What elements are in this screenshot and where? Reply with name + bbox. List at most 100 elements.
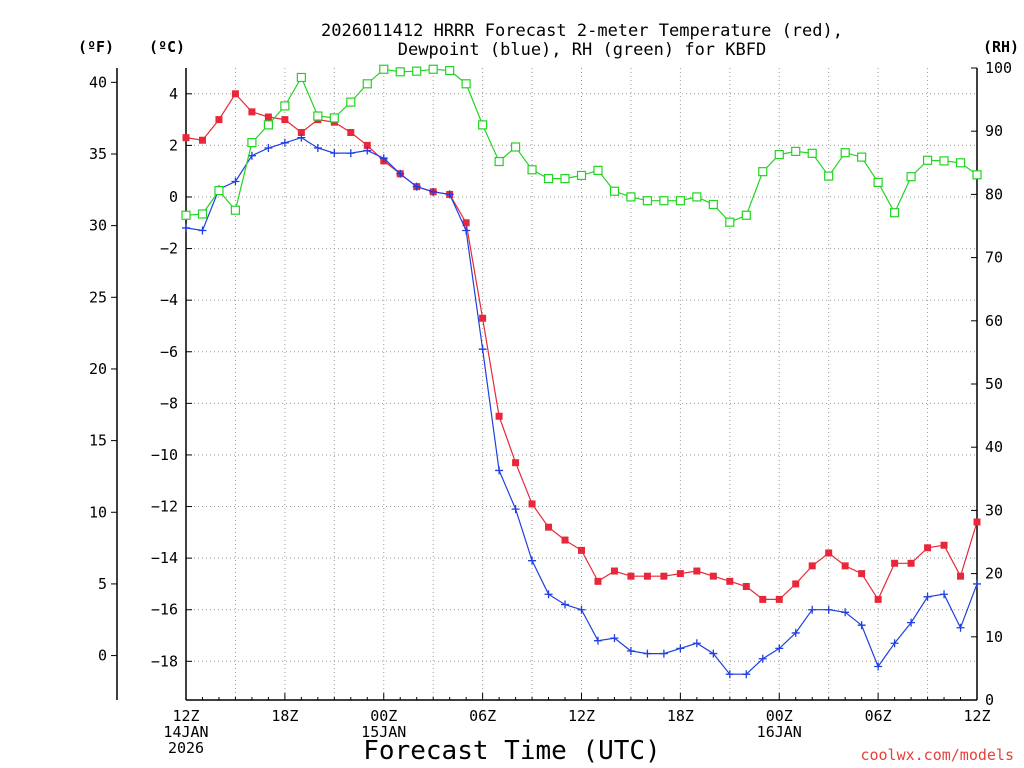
temperature-point — [610, 567, 618, 575]
rh-unit-label: (RH) — [983, 38, 1019, 56]
rh-point — [280, 101, 290, 111]
series-temperature — [182, 90, 981, 603]
dewpoint-point — [758, 654, 767, 663]
rh-point — [758, 167, 768, 177]
dewpoint-point — [857, 621, 866, 630]
dewpoint-point — [495, 466, 504, 475]
temperature-point — [281, 116, 289, 124]
temperature-point — [775, 595, 783, 603]
celsius-tick-label: −4 — [160, 291, 178, 309]
temperature-line — [185, 92, 978, 601]
temperature-point — [363, 141, 371, 149]
time-tick-label: 14JAN — [163, 723, 208, 741]
dewpoint-point — [841, 608, 850, 617]
rh-tick-label: 40 — [985, 438, 1003, 456]
temperature-point — [561, 536, 569, 544]
temperature-point — [545, 523, 553, 531]
rh-point — [890, 208, 900, 218]
rh-point — [741, 210, 751, 220]
rh-tick-label: 50 — [985, 375, 1003, 393]
rh-point — [494, 156, 504, 167]
temperature-point — [759, 595, 767, 603]
dewpoint-point — [890, 639, 899, 648]
x-axis-title: Forecast Time (UTC) — [363, 736, 660, 766]
temperature-point — [891, 559, 899, 567]
rh-point — [412, 66, 422, 76]
fahrenheit-unit-label: (ºF) — [78, 38, 114, 56]
gridlines — [186, 68, 977, 700]
rh-point — [576, 170, 587, 181]
dewpoint-point — [808, 605, 817, 614]
temperature-point — [627, 572, 635, 580]
rh-tick-label: 70 — [985, 249, 1003, 267]
time-tick-label: 00Z — [766, 707, 793, 725]
rh-point — [181, 210, 191, 220]
dewpoint-point — [363, 146, 372, 155]
time-tick-label: 15JAN — [361, 723, 406, 741]
data-series — [181, 64, 982, 679]
dewpoint-point — [907, 618, 916, 627]
temperature-point — [907, 559, 915, 567]
rh-point — [955, 158, 966, 168]
fahrenheit-tick-label: 15 — [89, 432, 107, 450]
rh-tick-label: 60 — [985, 312, 1003, 330]
celsius-tick-label: 0 — [169, 188, 178, 206]
temperature-point — [709, 572, 717, 580]
dewpoint-point — [775, 644, 784, 653]
dewpoint-point — [676, 644, 685, 653]
dewpoint-point — [544, 590, 553, 599]
temperature-point — [693, 567, 701, 575]
dewpoint-point — [593, 636, 602, 645]
temperature-point — [841, 562, 849, 570]
time-tick-label: 06Z — [469, 707, 496, 725]
rh-point — [313, 111, 323, 121]
time-tick-label: 12Z — [172, 707, 199, 725]
dewpoint-point — [330, 149, 339, 158]
celsius-tick-label: −14 — [151, 549, 178, 567]
chart-title-line-1: 2026011412 HRRR Forecast 2-meter Tempera… — [321, 21, 843, 41]
rh-tick-label: 90 — [985, 122, 1003, 140]
dewpoint-point — [643, 649, 652, 658]
temperature-point — [512, 459, 520, 467]
temperature-point — [808, 562, 816, 570]
rh-point — [478, 120, 488, 130]
rh-point — [939, 156, 949, 166]
fahrenheit-tick-label: 0 — [98, 647, 107, 665]
rh-tick-label: 100 — [985, 59, 1012, 77]
celsius-tick-label: −2 — [160, 240, 178, 258]
dewpoint-point — [346, 149, 355, 158]
rh-point — [428, 64, 438, 74]
dewpoint-line — [185, 136, 978, 675]
dewpoint-point — [313, 143, 322, 152]
temperature-point — [198, 136, 206, 144]
dewpoint-point — [709, 649, 718, 658]
series-dewpoint — [182, 133, 981, 679]
rh-point — [692, 192, 702, 202]
dewpoint-point — [445, 190, 454, 199]
dewpoint-point — [198, 226, 207, 235]
dewpoint-point — [264, 143, 273, 152]
temperature-point — [825, 549, 833, 557]
dewpoint-point — [626, 646, 635, 655]
rh-point — [543, 174, 554, 184]
celsius-tick-label: −6 — [160, 343, 178, 361]
chart-title-line-2: Dewpoint (blue), RH (green) for KBFD — [398, 40, 766, 60]
dewpoint-point — [923, 592, 932, 601]
dewpoint-point — [874, 662, 883, 671]
dewpoint-point — [412, 182, 421, 191]
dewpoint-point — [561, 600, 570, 609]
rh-point — [329, 113, 339, 123]
rh-tick-label: 80 — [985, 185, 1003, 203]
series-rh — [181, 64, 982, 227]
source-credit: coolwx.com/models — [860, 746, 1014, 764]
rh-point — [609, 186, 620, 196]
celsius-tick-label: 2 — [169, 136, 178, 154]
rh-point — [346, 97, 356, 107]
rh-point — [510, 142, 521, 152]
rh-point — [395, 67, 405, 77]
rh-point — [873, 177, 883, 187]
celsius-tick-label: −12 — [151, 498, 178, 516]
time-tick-label: 2026 — [168, 739, 204, 757]
time-tick-label: 12Z — [568, 707, 595, 725]
fahrenheit-tick-label: 25 — [89, 288, 107, 306]
